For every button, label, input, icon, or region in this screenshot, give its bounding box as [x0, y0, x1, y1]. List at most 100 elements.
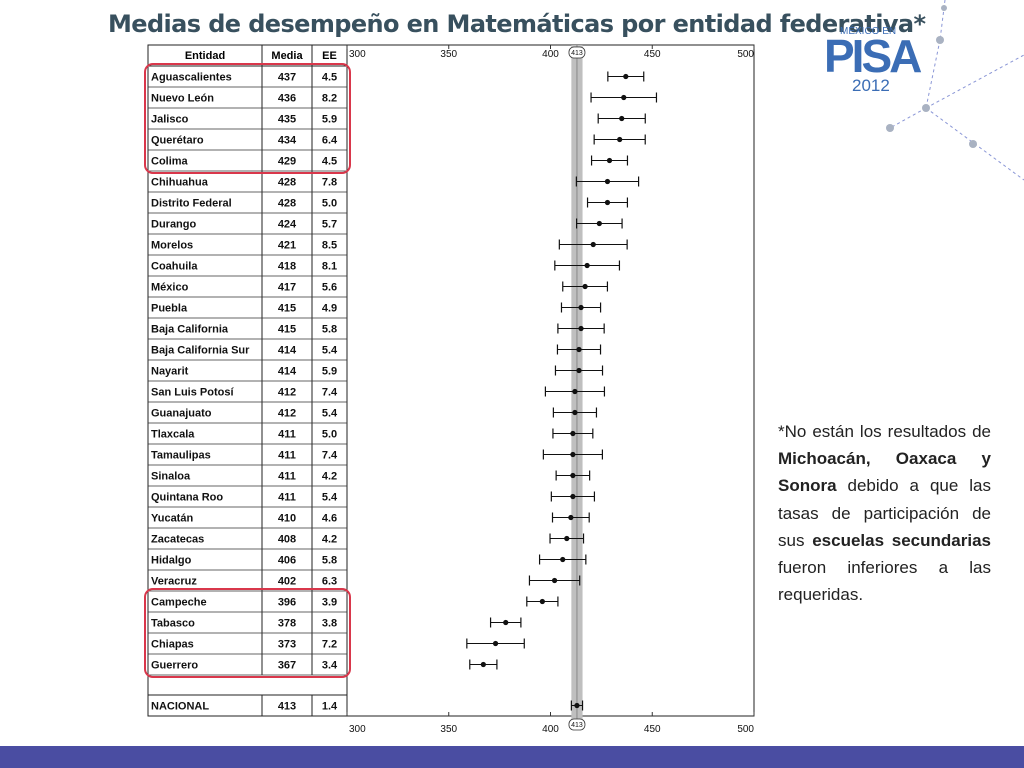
row-se: 4.5 — [322, 156, 337, 168]
row-se: 7.8 — [322, 177, 337, 189]
row-se: 5.7 — [322, 219, 337, 231]
national-badge-label: 413 — [571, 50, 583, 57]
row-se: 4.2 — [322, 471, 337, 483]
row-point — [570, 493, 576, 500]
row-point — [576, 367, 582, 374]
row-point — [560, 556, 566, 563]
row-name: Aguascalientes — [151, 72, 232, 84]
table-frame — [147, 44, 755, 717]
row-se: 4.9 — [322, 303, 337, 315]
row-name: Distrito Federal — [151, 198, 232, 210]
row-se: 6.4 — [322, 135, 338, 147]
row-mean: 429 — [278, 156, 296, 168]
row-name: Baja California Sur — [151, 345, 250, 357]
row-point — [570, 472, 576, 479]
tick-label-bottom: 500 — [737, 724, 754, 735]
row-mean: 411 — [278, 429, 296, 441]
row-point — [578, 304, 584, 311]
footnote-states: Michoacán, Oaxaca y Sonora — [778, 449, 991, 496]
national-badge-label: 413 — [571, 722, 583, 729]
row-mean: 402 — [278, 576, 296, 588]
row-mean: 415 — [278, 324, 296, 336]
page-title: Medias de desempeño en Matemáticas por e… — [108, 10, 926, 38]
row-mean: 411 — [278, 450, 296, 462]
row-se: 5.4 — [322, 492, 338, 504]
highlight-groups — [144, 63, 351, 678]
row-se: 5.8 — [322, 324, 337, 336]
national-badge-frame — [568, 718, 586, 731]
tick-label-top: 450 — [644, 49, 661, 60]
table-grid — [147, 44, 755, 717]
row-name: Nayarit — [151, 366, 189, 378]
row-point — [570, 451, 576, 458]
header-se: EE — [322, 50, 337, 62]
row-name: Guerrero — [151, 660, 198, 672]
row-se: 8.2 — [322, 93, 337, 105]
row-mean: 367 — [278, 660, 296, 672]
row-point — [590, 241, 596, 248]
row-name: Guanajuato — [151, 408, 212, 420]
row-mean: 410 — [278, 513, 296, 525]
footnote-text-3: fueron inferiores a las requeridas. — [778, 558, 991, 605]
row-mean: 434 — [278, 135, 297, 147]
row-name: Quintana Roo — [151, 492, 223, 504]
row-se: 4.5 — [322, 72, 337, 84]
national-point — [574, 702, 580, 709]
row-name: Tlaxcala — [151, 429, 195, 441]
row-point — [576, 346, 582, 353]
footnote-schools: escuelas secundarias — [812, 530, 991, 550]
row-point — [604, 178, 611, 185]
row-point — [568, 514, 574, 521]
national-se: 1.4 — [322, 701, 338, 713]
row-mean: 412 — [278, 387, 296, 399]
row-se: 5.0 — [322, 429, 337, 441]
national-mean: 413 — [278, 701, 296, 713]
tick-label-top: 500 — [737, 49, 754, 60]
row-mean: 428 — [278, 198, 296, 210]
row-se: 3.8 — [322, 618, 337, 630]
header-mean: Media — [271, 50, 303, 62]
row-point — [617, 136, 623, 143]
logo-year: 2012 — [852, 76, 890, 95]
row-point — [584, 262, 590, 269]
row-mean: 411 — [278, 471, 296, 483]
tick-label-top: 400 — [542, 49, 559, 60]
tick-label-bottom: 300 — [349, 724, 366, 735]
row-se: 5.4 — [322, 408, 338, 420]
row-se: 8.5 — [322, 240, 337, 252]
row-se: 4.6 — [322, 513, 337, 525]
row-point — [570, 430, 576, 437]
tick-label-bottom: 400 — [542, 724, 559, 735]
row-name: Yucatán — [151, 513, 193, 525]
footnote-text-2: debido a que las tasas de participación … — [778, 476, 991, 550]
row-point — [582, 283, 588, 290]
highlight-box — [144, 63, 351, 174]
row-name: Colima — [151, 156, 189, 168]
row-mean: 424 — [278, 219, 297, 231]
row-point — [572, 388, 578, 395]
row-point — [596, 220, 602, 227]
row-point — [539, 598, 545, 605]
row-name: Coahuila — [151, 261, 198, 273]
footnote: *No están los resultados de Michoacán, O… — [778, 418, 991, 608]
row-se: 5.6 — [322, 282, 337, 294]
row-name: Chihuahua — [151, 177, 209, 189]
row-name: Durango — [151, 219, 197, 231]
plot-area: 300 300 350 350 400 400 450 450 500 500 413 413 — [346, 45, 755, 735]
row-mean: 421 — [278, 240, 296, 252]
row-se: 5.4 — [322, 345, 338, 357]
row-se: 7.4 — [322, 450, 338, 462]
row-mean: 396 — [278, 597, 296, 609]
row-name: Tamaulipas — [151, 450, 211, 462]
row-mean: 406 — [278, 555, 296, 567]
row-point — [564, 535, 570, 542]
row-mean: 414 — [278, 345, 297, 357]
row-point — [604, 199, 611, 206]
row-mean: 378 — [278, 618, 296, 630]
tick-label-bottom: 350 — [440, 724, 457, 735]
header-entity: Entidad — [185, 50, 225, 62]
row-mean: 412 — [278, 408, 296, 420]
row-se: 4.2 — [322, 534, 337, 546]
row-point — [621, 94, 627, 101]
row-mean: 414 — [278, 366, 297, 378]
